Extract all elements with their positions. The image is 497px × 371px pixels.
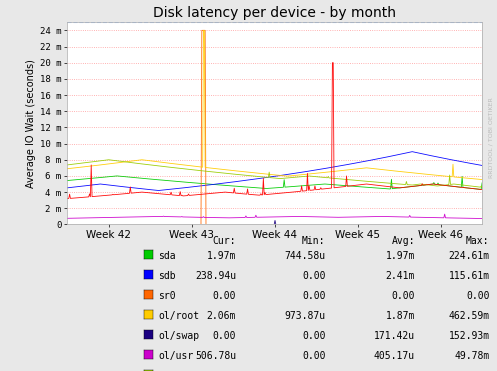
Text: 506.78u: 506.78u [195, 351, 236, 361]
Text: 0.00: 0.00 [213, 331, 236, 341]
Text: ol/swap: ol/swap [158, 331, 199, 341]
Text: 0.00: 0.00 [392, 291, 415, 301]
Text: 1.97m: 1.97m [207, 251, 236, 260]
Text: 0.00: 0.00 [302, 291, 326, 301]
Text: 0.00: 0.00 [213, 291, 236, 301]
Text: 0.00: 0.00 [302, 331, 326, 341]
Text: Max:: Max: [466, 236, 490, 246]
Text: 405.17u: 405.17u [374, 351, 415, 361]
Text: sdb: sdb [158, 271, 175, 280]
Text: 973.87u: 973.87u [284, 311, 326, 321]
Text: 2.41m: 2.41m [386, 271, 415, 280]
Text: 115.61m: 115.61m [448, 271, 490, 280]
Text: Cur:: Cur: [213, 236, 236, 246]
Text: ol/root: ol/root [158, 311, 199, 321]
Text: ol/usr: ol/usr [158, 351, 193, 361]
Text: sr0: sr0 [158, 291, 175, 301]
Text: 1.87m: 1.87m [386, 311, 415, 321]
Text: RRDTOOL / TOBI OETIKER: RRDTOOL / TOBI OETIKER [489, 97, 494, 178]
Text: 744.58u: 744.58u [284, 251, 326, 260]
Text: 2.06m: 2.06m [207, 311, 236, 321]
Text: 0.00: 0.00 [302, 271, 326, 280]
Text: 462.59m: 462.59m [448, 311, 490, 321]
Text: 0.00: 0.00 [302, 351, 326, 361]
Text: Avg:: Avg: [392, 236, 415, 246]
Text: Min:: Min: [302, 236, 326, 246]
Text: 152.93m: 152.93m [448, 331, 490, 341]
Y-axis label: Average IO Wait (seconds): Average IO Wait (seconds) [26, 59, 36, 188]
Text: 1.97m: 1.97m [386, 251, 415, 260]
Text: 171.42u: 171.42u [374, 331, 415, 341]
Text: 224.61m: 224.61m [448, 251, 490, 260]
Title: Disk latency per device - by month: Disk latency per device - by month [153, 6, 396, 20]
Text: sda: sda [158, 251, 175, 260]
Text: 0.00: 0.00 [466, 291, 490, 301]
Text: 49.78m: 49.78m [454, 351, 490, 361]
Text: 238.94u: 238.94u [195, 271, 236, 280]
